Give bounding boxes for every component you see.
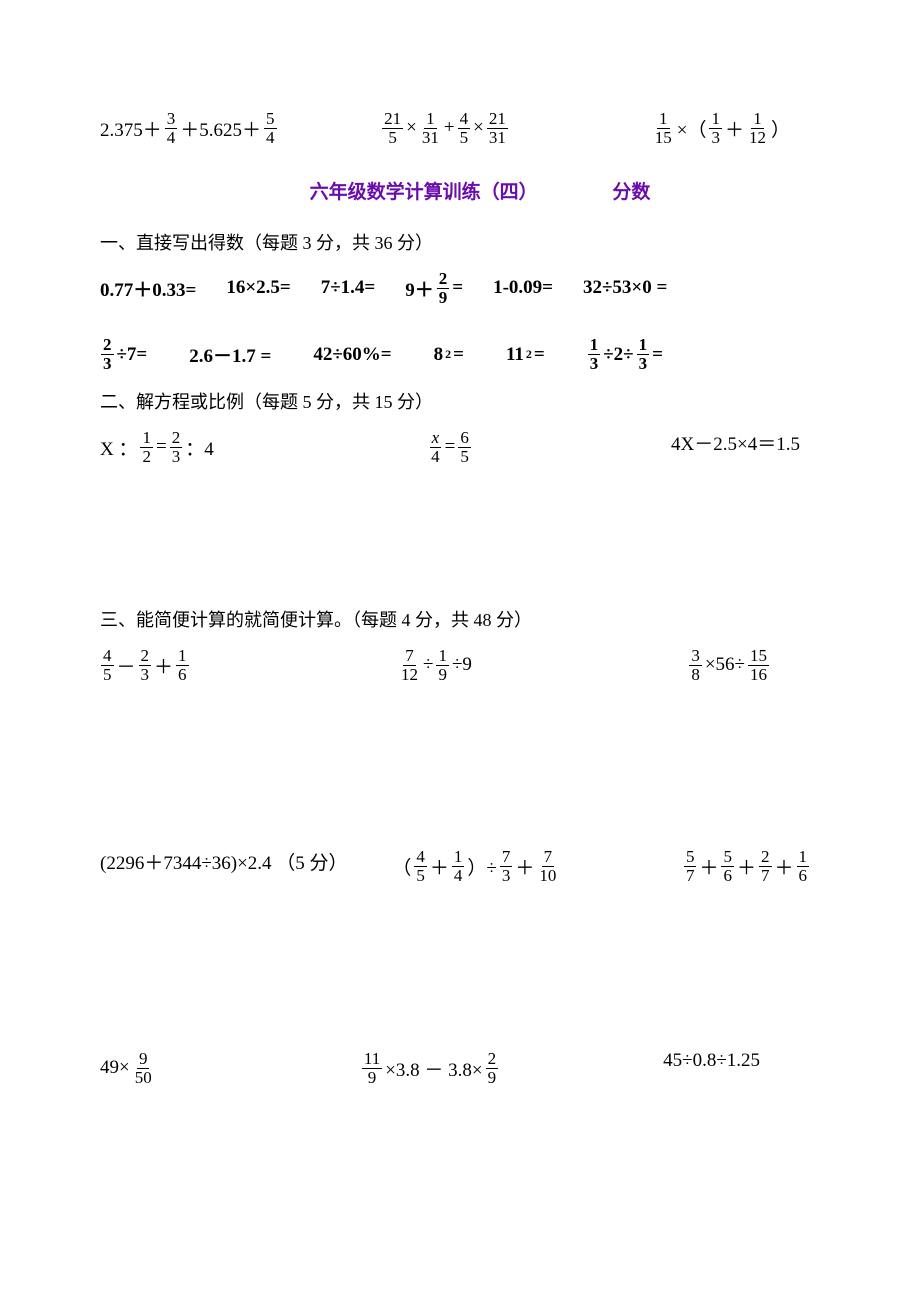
text: ＋5.625＋ — [180, 115, 261, 142]
q: 38 ×56÷ 1516 — [547, 647, 820, 684]
q: 119 ×3.8 － 3.8× 29 — [320, 1050, 540, 1087]
worksheet-page: 2.375＋ 34 ＋5.625＋ 54 215 × 131 + 45 × 21… — [0, 0, 920, 1157]
q: 23 ÷7= — [100, 336, 147, 373]
sec1-row1: 0.77＋0.33= 16×2.5= 7÷1.4= 9＋ 29 = 1-0.09… — [100, 270, 820, 307]
sec3-row2: (2296＋7344÷36)×2.4 （5 分） （ 45 ＋ 14 ）÷ 73… — [100, 848, 820, 885]
q: 45 － 23 ＋ 16 — [100, 647, 323, 684]
q: 2.6－1.7 = — [189, 336, 271, 373]
eq1: X ： 12 = 23 ：4 — [100, 429, 333, 466]
q: 13 ÷2÷ 13 = — [587, 336, 663, 373]
sec2-row: X ： 12 = 23 ：4 x4 = 65 4X－2.5×4＝1.5 — [100, 429, 820, 466]
sec3-row3: 49× 950 119 ×3.8 － 3.8× 29 45÷0.8÷1.25 — [100, 1050, 820, 1087]
title-main: 六年级数学计算训练（四） — [310, 182, 538, 203]
q: 57 ＋ 56 ＋ 27 ＋ 16 — [601, 848, 820, 885]
q: 49× 950 — [100, 1050, 320, 1087]
worksheet-title: 六年级数学计算训练（四） 分数 — [140, 177, 820, 204]
top-cell-2: 215 × 131 + 45 × 2131 — [330, 110, 560, 147]
q: (2296＋7344÷36)×2.4 （5 分） — [100, 848, 392, 885]
q: 9＋ 29 = — [405, 270, 463, 307]
q: 32÷53×0 = — [583, 270, 667, 307]
top-cell-3: 115 ×（ 13 ＋ 112 ） — [560, 110, 820, 147]
text: 2.375＋ — [100, 115, 162, 142]
q: 16×2.5= — [226, 270, 290, 307]
q: 0.77＋0.33= — [100, 270, 196, 307]
q: 45÷0.8÷1.25 — [540, 1050, 820, 1087]
top-cell-1: 2.375＋ 34 ＋5.625＋ 54 — [100, 110, 330, 147]
q: 712 ÷ 19 ÷9 — [323, 647, 546, 684]
eq3: 4X－2.5×4＝1.5 — [567, 429, 820, 466]
workspace-gap — [100, 905, 820, 1050]
q: 82= — [434, 336, 464, 373]
title-sub: 分数 — [612, 177, 650, 204]
q: （ 45 ＋ 14 ）÷ 73 ＋ 710 — [392, 848, 601, 885]
workspace-gap — [100, 486, 820, 606]
sec1-row2: 23 ÷7= 2.6－1.7 = 42÷60%= 82= 112= 13 ÷2÷… — [100, 336, 820, 373]
sec3-row1: 45 － 23 ＋ 16 712 ÷ 19 ÷9 38 ×56÷ 1516 — [100, 647, 820, 684]
workspace-gap — [100, 703, 820, 848]
q: 1-0.09= — [493, 270, 553, 307]
q: 7÷1.4= — [321, 270, 376, 307]
section-1-heading: 一、直接写出得数（每题 3 分，共 36 分） — [100, 229, 820, 255]
section-3-heading: 三、能简便计算的就简便计算。（每题 4 分，共 48 分） — [100, 606, 820, 632]
q: 42÷60%= — [313, 336, 391, 373]
eq2: x4 = 65 — [333, 429, 566, 466]
q: 112= — [506, 336, 545, 373]
top-row: 2.375＋ 34 ＋5.625＋ 54 215 × 131 + 45 × 21… — [100, 110, 820, 147]
section-2-heading: 二、解方程或比例（每题 5 分，共 15 分） — [100, 388, 820, 414]
